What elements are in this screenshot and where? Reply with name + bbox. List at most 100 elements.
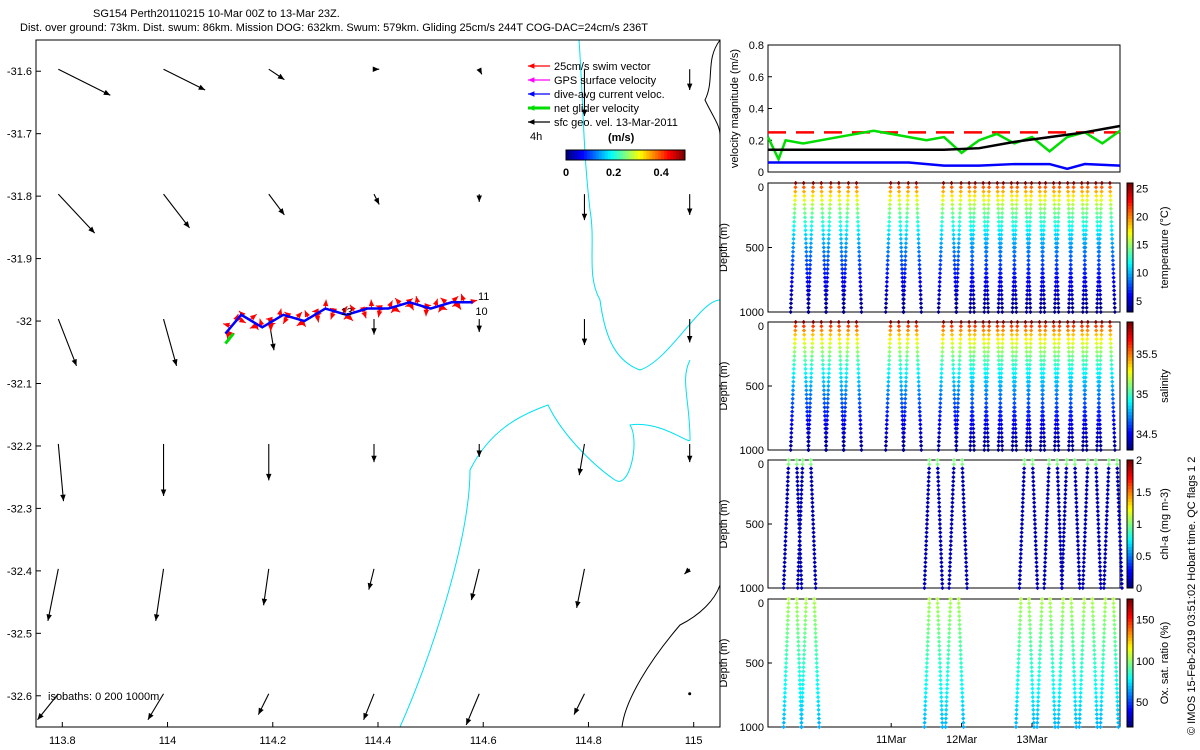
profile-point — [1066, 349, 1071, 354]
profile-point — [1012, 262, 1017, 267]
profile-point — [839, 249, 844, 254]
profile-point — [1071, 660, 1076, 666]
profile-point — [1038, 639, 1043, 644]
profile-point — [1042, 332, 1048, 337]
profile-point — [789, 284, 794, 289]
profile-point — [807, 271, 812, 276]
geo-velocity-arrow-head — [686, 455, 693, 463]
profile-point — [1048, 605, 1053, 610]
profile-point — [1105, 504, 1110, 510]
profile-point — [998, 392, 1003, 397]
profile-point — [887, 219, 892, 224]
profile-point — [813, 585, 818, 591]
profile-point — [1036, 682, 1041, 687]
profile-point — [1082, 253, 1088, 259]
profile-point — [938, 677, 943, 683]
profile-point — [1042, 309, 1047, 315]
profile-point — [794, 605, 800, 610]
profile-point — [901, 296, 906, 302]
profile-point — [837, 193, 842, 199]
profile-point — [821, 383, 826, 389]
profile-point — [924, 526, 929, 531]
profile-point — [964, 585, 970, 591]
profile-point — [972, 202, 977, 207]
profile-point — [899, 396, 904, 401]
profile-point — [812, 609, 817, 614]
profile-point — [995, 332, 1000, 337]
profile-point — [1099, 180, 1105, 186]
oxygen-colorbar-segment — [1127, 682, 1133, 686]
profile-point — [1027, 288, 1032, 293]
profile-point — [802, 639, 807, 644]
velocity-y-tick-label: 0.4 — [749, 104, 764, 116]
swim-vector-arrow-head — [296, 320, 304, 326]
profile-point — [1069, 236, 1074, 242]
profile-point — [943, 724, 948, 730]
profile-point — [1031, 703, 1036, 708]
profile-point — [1009, 193, 1014, 199]
profile-point — [1098, 577, 1103, 582]
profile-point — [939, 223, 944, 229]
profile-point — [1010, 430, 1016, 436]
profile-point — [939, 379, 944, 384]
profile-point — [906, 319, 911, 325]
profile-point — [898, 232, 903, 237]
colorbar-segment — [634, 150, 638, 160]
velocity-series-line — [766, 129, 1121, 163]
profile-point — [1042, 341, 1047, 346]
profile-point — [1104, 517, 1109, 522]
profile-point — [951, 223, 956, 229]
profile-point — [836, 324, 842, 329]
profile-point — [884, 275, 890, 280]
profile-point — [968, 430, 973, 436]
profile-point — [1063, 487, 1068, 492]
profile-point — [1049, 639, 1054, 644]
profile-point — [1027, 362, 1032, 367]
profile-point — [937, 288, 942, 293]
profile-point — [1081, 435, 1086, 440]
profile-point — [810, 332, 815, 337]
profile-point — [983, 262, 989, 267]
profile-point — [1018, 547, 1024, 552]
profile-point — [941, 319, 946, 325]
profile-point — [922, 577, 927, 582]
profile-point — [917, 392, 922, 397]
profile-point — [1058, 538, 1063, 544]
profile-point — [915, 215, 920, 220]
profile-point — [801, 180, 806, 186]
profile-point — [1070, 305, 1075, 310]
chlorophyll-colorbar-segment — [1127, 575, 1133, 579]
profile-point — [839, 262, 845, 267]
profile-point — [1060, 605, 1065, 610]
profile-point — [1111, 284, 1117, 289]
profile-point — [937, 409, 943, 414]
geo-velocity-arrow — [576, 568, 586, 608]
profile-point — [1068, 262, 1073, 267]
profile-point — [897, 202, 902, 207]
profile-point — [815, 695, 821, 700]
profile-point — [983, 266, 989, 272]
profile-point — [826, 366, 832, 372]
profile-point — [1116, 724, 1121, 730]
profile-point — [927, 462, 932, 467]
geo-velocity-arrow-head — [684, 567, 691, 575]
profile-point — [1037, 652, 1043, 657]
profile-point — [800, 677, 806, 683]
profile-point — [924, 538, 929, 544]
profile-point — [1081, 605, 1087, 610]
profile-point — [1037, 669, 1042, 674]
profile-point — [1094, 479, 1099, 484]
profile-point — [885, 392, 891, 397]
profile-point — [957, 206, 963, 211]
profile-point — [807, 400, 813, 406]
profile-point — [884, 296, 889, 302]
profile-point — [886, 245, 891, 250]
profile-point — [1010, 349, 1015, 354]
legend-arrow-head — [528, 91, 535, 97]
profile-point — [937, 418, 942, 423]
profile-point — [1039, 279, 1044, 285]
profile-point — [956, 605, 962, 610]
profile-point — [999, 236, 1004, 242]
chlorophyll-colorbar-segment — [1127, 485, 1133, 490]
profile-point — [923, 560, 928, 565]
